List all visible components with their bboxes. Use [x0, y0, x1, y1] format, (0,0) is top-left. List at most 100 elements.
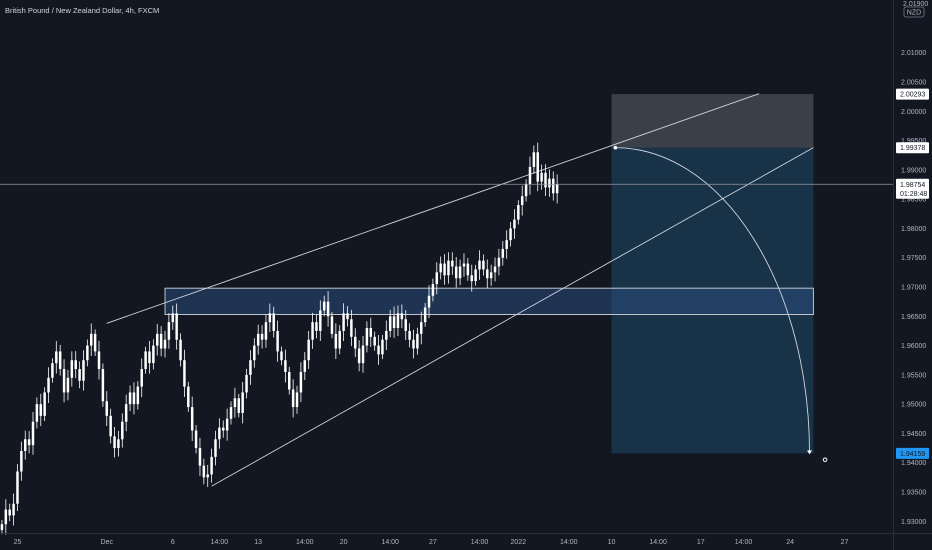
candle-body — [202, 465, 206, 478]
candle — [276, 320, 279, 362]
price-axis[interactable]: 2.01000 2.00500 2.00000 1.99500 1.99000 1.985… — [893, 0, 927, 550]
candle — [124, 394, 128, 432]
candle — [396, 305, 400, 336]
upper-trendline — [106, 93, 760, 324]
candle — [466, 258, 470, 281]
candle-body — [268, 313, 272, 323]
symbol-title[interactable]: British Pound / New Zealand Dollar, 4h, … — [5, 6, 160, 15]
candle — [486, 259, 489, 289]
candle-body — [74, 360, 77, 369]
candle-body — [89, 333, 93, 346]
candle — [78, 361, 81, 389]
candle — [497, 248, 501, 276]
time-tick-label: 14:00 — [560, 539, 578, 546]
candle-body — [198, 448, 202, 466]
candle-body — [27, 439, 31, 446]
price-tags: 2.00293 1.99378 1.98754 01:28:48 1.94159 — [896, 88, 929, 459]
time-tick-label: 6 — [171, 539, 175, 546]
candle-body — [451, 260, 454, 267]
candle — [392, 306, 396, 338]
candle — [39, 393, 43, 427]
time-axis[interactable]: 25 Dec 6 14:00 13 14:00 20 14:00 27 14:00 2022 14:0… — [0, 533, 932, 547]
candle-body — [373, 336, 376, 346]
candle-body — [241, 392, 244, 413]
candle — [225, 408, 229, 441]
candle-body — [427, 295, 431, 308]
candle — [307, 331, 310, 369]
candle — [198, 437, 202, 476]
candle-body — [330, 316, 334, 334]
time-tick-label: 14:00 — [471, 539, 489, 546]
candle — [528, 156, 532, 195]
candle-body — [509, 228, 512, 241]
candle — [315, 314, 318, 339]
candle — [388, 309, 392, 338]
candle-body — [140, 369, 143, 387]
candle — [0, 519, 4, 535]
candle — [439, 256, 442, 280]
price-tick-label: 2.00000 — [901, 109, 926, 116]
candle-body — [303, 360, 307, 372]
candle — [513, 209, 516, 239]
candle-body — [159, 333, 163, 349]
candle-body — [86, 345, 89, 361]
candle-body — [517, 205, 520, 220]
candle-body — [187, 386, 190, 408]
candle — [51, 358, 54, 383]
candle — [509, 222, 512, 247]
candle-body — [548, 178, 551, 188]
time-tick-label: 17 — [697, 539, 705, 546]
candle — [548, 169, 551, 197]
price-tick-label: 1.94000 — [901, 460, 926, 467]
price-tag-label: 1.98754 — [900, 182, 925, 189]
candle — [89, 323, 93, 357]
candle — [249, 350, 252, 385]
candle — [416, 327, 419, 355]
price-tick-label: 1.93000 — [901, 519, 926, 526]
candle-body — [66, 377, 70, 393]
candle — [361, 335, 365, 373]
candle — [365, 321, 369, 353]
candle-body — [482, 260, 485, 270]
price-tick-label: 2.00500 — [901, 80, 926, 87]
candle — [377, 335, 380, 365]
candle-body — [264, 322, 268, 340]
candle — [113, 426, 116, 458]
candle-body — [190, 407, 194, 431]
price-tag-target: 1.94159 — [896, 447, 929, 459]
candle — [62, 359, 66, 403]
candle — [27, 431, 31, 454]
candle — [544, 164, 547, 197]
candle-body — [4, 509, 8, 525]
price-tick-label: 1.98500 — [901, 197, 926, 204]
price-tick-label: 1.99000 — [901, 167, 926, 174]
candle-body — [206, 474, 209, 478]
candle-body — [280, 351, 283, 361]
candle — [237, 393, 241, 418]
candle-body — [124, 404, 128, 422]
candle-body — [493, 266, 497, 273]
candle-body — [311, 322, 314, 340]
candle-body — [291, 389, 295, 408]
price-tag-bg — [896, 142, 929, 154]
candle — [256, 324, 260, 355]
stop-loss-area — [611, 94, 814, 148]
candle — [474, 264, 477, 286]
candle — [233, 387, 237, 418]
candle — [268, 303, 272, 332]
time-tick-label: 14:00 — [735, 539, 753, 546]
arc-end-arrow — [807, 450, 813, 455]
price-tick-label: 1.97000 — [901, 285, 926, 292]
candle — [202, 458, 206, 485]
candle-body — [513, 219, 516, 229]
currency-badge[interactable]: 2.01900 NZD — [903, 1, 928, 18]
candle-body — [346, 313, 349, 320]
candle — [385, 320, 388, 351]
candle — [190, 396, 194, 442]
candle — [540, 164, 543, 190]
candle — [156, 323, 159, 356]
candle — [210, 448, 213, 483]
candle-body — [540, 172, 543, 182]
price-tick-label: 1.95000 — [901, 402, 926, 409]
